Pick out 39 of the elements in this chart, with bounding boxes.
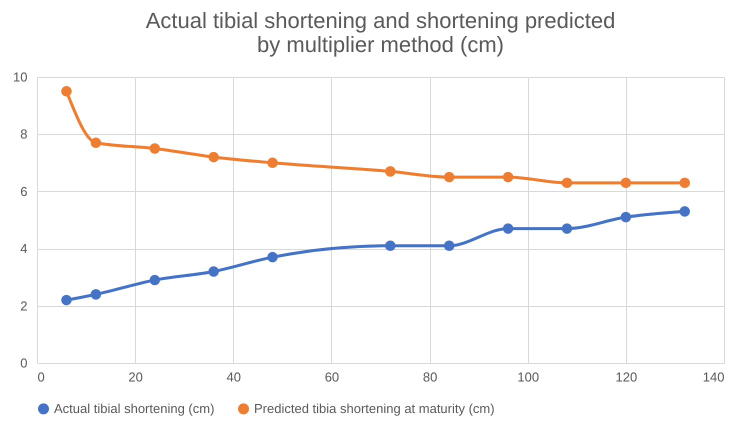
x-tick-label: 0 (38, 370, 45, 384)
point (502, 223, 514, 234)
point (90, 138, 102, 148)
point (502, 172, 514, 182)
y-tick-label: 6 (20, 184, 28, 199)
x-tick-label: 80 (422, 370, 438, 384)
point (61, 86, 72, 97)
y-tick-label: 10 (13, 70, 28, 84)
legend-label: Predicted tibia shortening at maturity (cm) (254, 400, 495, 416)
point (385, 166, 396, 177)
x-tick-label: 140 (702, 370, 724, 384)
point (562, 223, 572, 234)
point (267, 158, 278, 168)
point (680, 178, 690, 188)
point (267, 252, 278, 262)
chart-title: Actual tibial shortening and shortening predicted by multiplier method (cm) (146, 8, 616, 57)
point (680, 206, 690, 217)
x-tick-label: 120 (616, 370, 638, 384)
x-tick-label: 20 (128, 370, 143, 384)
y-tick-label: 4 (20, 241, 28, 256)
x-tick-label: 60 (324, 370, 340, 384)
legend-label: Actual tibial shortening (cm) (54, 400, 214, 416)
point (90, 289, 102, 300)
x-tick-label: 100 (517, 370, 540, 384)
point (444, 240, 454, 251)
point (620, 212, 632, 222)
point (150, 274, 160, 286)
y-tick-label: 2 (20, 298, 28, 314)
point (61, 294, 72, 306)
x-tick-label: 40 (226, 370, 242, 384)
point (208, 266, 219, 277)
point (444, 172, 454, 182)
point (208, 152, 219, 162)
point (562, 178, 572, 188)
y-tick-label: 8 (20, 126, 28, 142)
y-tick-label: 0 (20, 356, 28, 370)
point (385, 240, 396, 251)
point (620, 178, 632, 188)
point (150, 143, 160, 154)
